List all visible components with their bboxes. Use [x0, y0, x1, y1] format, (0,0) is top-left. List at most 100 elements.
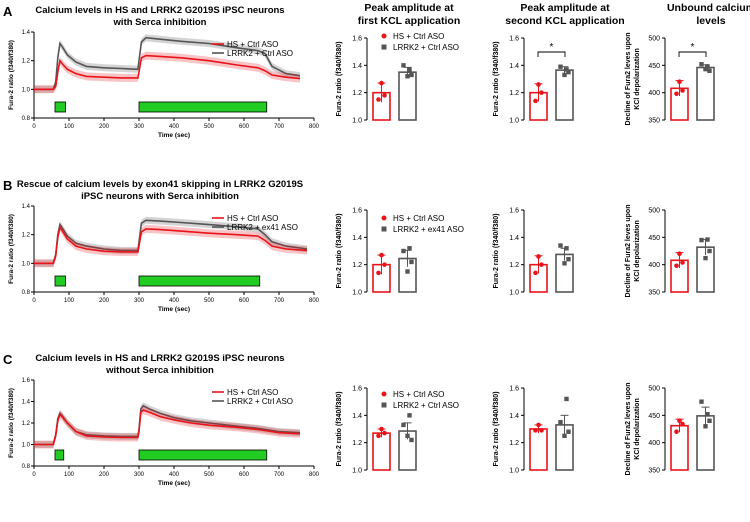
x-axis-label: Time (sec) [158, 132, 190, 139]
y-tick-label: 1.6 [509, 386, 519, 393]
legend-marker [381, 33, 387, 39]
y-tick-label: 500 [648, 386, 660, 393]
data-point [536, 82, 541, 87]
data-point [382, 262, 387, 267]
y-tick-label: 1.6 [22, 378, 31, 384]
x-tick-label: 200 [99, 124, 110, 130]
stimulation-bar [138, 449, 268, 461]
data-point [539, 262, 544, 267]
significance-star: * [550, 42, 554, 53]
stimulation-bar [54, 449, 65, 461]
data-point [376, 433, 381, 439]
trace-title: iPSC neurons with Serca inhibition [81, 191, 239, 202]
bar-panel: 350 400 450 500 Decline of Fura2 leves upon K… [625, 205, 715, 297]
x-tick-label: 0 [32, 298, 36, 304]
legend-label: LRRK2 + Ctrl ASO [393, 401, 459, 410]
legend-label: HS + Ctrl ASO [227, 40, 278, 49]
y-tick-label: 1.4 [509, 413, 519, 420]
data-point [536, 254, 541, 259]
legend-label: HS + Ctrl ASO [393, 390, 444, 399]
row-A: A Calcium levels in HS and LRRK2 G2019S i… [3, 4, 715, 139]
x-tick-label: 700 [274, 124, 285, 130]
y-axis-label: Fura-2 ratio (f340/f380) [493, 41, 500, 116]
trace-line-hs [34, 54, 301, 91]
data-point [409, 437, 414, 443]
data-point [564, 67, 569, 72]
stimulation-bar [138, 101, 268, 113]
legend-marker [381, 215, 387, 221]
y-tick-label: 1.4 [352, 235, 362, 242]
x-tick-label: 500 [204, 472, 215, 478]
bar-panel: 1.0 1.2 1.4 1.6 Fura-2 ratio (f340/f380) [493, 386, 574, 475]
y-axis-label: Fura-2 ratio (f340/f380) [8, 214, 15, 284]
x-tick-label: 100 [64, 472, 75, 478]
column-title: levels [696, 15, 725, 27]
data-point [405, 269, 410, 274]
y-tick-label: 1.4 [352, 413, 362, 420]
y-tick-label: 1.0 [22, 443, 31, 449]
bar-hs [529, 428, 548, 471]
trace-title: Calcium levels in HS and LRRK2 G2019S iP… [35, 353, 284, 364]
x-tick-label: 100 [64, 298, 75, 304]
y-tick-label: 1.2 [22, 233, 31, 239]
data-point [705, 64, 710, 69]
significance-bracket [537, 51, 566, 57]
bar-lrrk2 [696, 66, 715, 121]
trace-title: Rescue of calcium levels by exon41 skipp… [17, 179, 303, 190]
y-axis-label: Decline of Fura2 leves upon [625, 383, 632, 476]
x-tick-label: 200 [99, 472, 110, 478]
x-tick-label: 700 [274, 298, 285, 304]
legend-label: HS + Ctrl ASO [227, 214, 278, 223]
y-tick-label: 1.0 [22, 87, 31, 93]
bar-panel: 1.0 1.2 1.4 1.6 Fura-2 ratio (f340/f380) [493, 208, 574, 297]
y-tick-label: 1.2 [509, 262, 519, 269]
x-tick-label: 0 [32, 472, 36, 478]
bar-panel: 1.0 1.2 1.4 1.6 Fura-2 ratio (f340/f380) [336, 386, 417, 475]
data-point [536, 422, 541, 428]
trace-title: Calcium levels in HS and LRRK2 G2019S iP… [35, 5, 284, 16]
y-axis-label: Fura-2 ratio (f340/f380) [336, 213, 343, 288]
row-C: C Calcium levels in HS and LRRK2 G2019S i… [3, 352, 715, 487]
y-tick-label: 1.2 [352, 440, 362, 447]
y-tick-label: 0.8 [22, 290, 31, 296]
data-point [376, 97, 381, 102]
column-title: Peak amplitude at [364, 2, 454, 14]
panel-letter: A [3, 4, 13, 19]
data-point [566, 257, 571, 262]
legend-label: LRRK2 + Ctrl ASO [227, 397, 293, 406]
y-tick-label: 400 [648, 262, 660, 269]
data-point [562, 72, 567, 78]
data-point [558, 243, 563, 248]
data-point [680, 88, 685, 93]
x-tick-label: 600 [239, 472, 250, 478]
data-point [707, 248, 712, 254]
y-tick-label: 400 [648, 440, 660, 447]
legend-label: LRRK2 + ex41 ASO [227, 223, 298, 232]
trace-line-lrrk2 [34, 36, 301, 91]
stimulation-bar [54, 101, 66, 113]
data-point [407, 413, 412, 418]
column-title: Unbound calcium [667, 2, 750, 14]
x-tick-label: 300 [134, 472, 145, 478]
data-point [405, 433, 410, 439]
bar-hs [670, 424, 689, 471]
data-point [401, 248, 406, 254]
sem-band-hs [34, 406, 300, 449]
y-tick-label: 1.6 [352, 386, 362, 393]
data-point [539, 90, 544, 95]
data-point [409, 259, 414, 265]
data-point [699, 399, 704, 404]
data-point [401, 422, 406, 428]
data-point [533, 428, 538, 433]
column-title: first KCL application [358, 15, 460, 27]
y-tick-label: 500 [648, 36, 660, 43]
x-tick-label: 400 [169, 298, 180, 304]
y-tick-label: 1.0 [352, 118, 362, 125]
y-axis-label: Decline of Fura2 leves upon [625, 33, 632, 126]
significance-star: * [691, 42, 695, 53]
panel-letter: C [3, 352, 13, 367]
y-tick-label: 1.2 [509, 90, 519, 97]
y-axis-label: Fura-2 ratio (f340/f380) [336, 41, 343, 116]
data-point [539, 428, 544, 433]
data-point [558, 64, 563, 69]
